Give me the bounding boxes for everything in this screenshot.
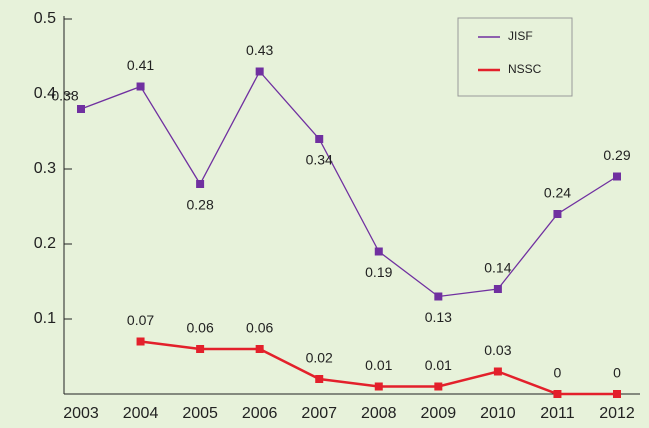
point <box>136 82 145 91</box>
point <box>315 375 324 383</box>
x-tick-label: 2012 <box>599 405 635 422</box>
point <box>196 345 205 353</box>
x-tick-label: 2010 <box>480 405 516 422</box>
data-label: 0 <box>613 365 621 381</box>
data-label: 0.01 <box>365 357 392 373</box>
point <box>136 337 145 346</box>
x-tick-label: 2006 <box>242 405 278 422</box>
point <box>434 292 443 301</box>
x-tick-label: 2009 <box>421 405 457 422</box>
point <box>315 135 324 143</box>
point <box>255 67 264 76</box>
data-label: 0.29 <box>603 147 630 163</box>
x-tick-label: 2004 <box>123 405 159 422</box>
data-label: 0.02 <box>306 350 333 366</box>
data-label: 0.34 <box>306 152 333 168</box>
data-label: 0.28 <box>186 197 213 213</box>
legend-label: NSSC <box>508 62 542 76</box>
data-label: 0 <box>554 365 562 381</box>
data-label: 0.13 <box>425 309 452 325</box>
data-label: 0.41 <box>127 57 154 73</box>
data-label: 0.01 <box>425 357 452 373</box>
y-tick-label: 0.2 <box>34 235 56 252</box>
data-label: 0.03 <box>484 342 511 358</box>
point <box>493 367 502 376</box>
y-tick-label: 0.4 <box>34 85 56 102</box>
point <box>613 172 621 181</box>
data-label: 0.43 <box>246 42 273 58</box>
point <box>434 382 443 391</box>
point <box>553 390 562 398</box>
x-tick-label: 2003 <box>63 405 99 422</box>
point <box>553 210 562 218</box>
x-tick-label: 2008 <box>361 405 397 422</box>
data-label: 0.07 <box>127 312 154 328</box>
y-tick-label: 0.5 <box>34 10 56 27</box>
data-label: 0.38 <box>51 88 78 104</box>
point <box>374 382 383 391</box>
x-tick-label: 2011 <box>540 405 575 422</box>
point <box>196 180 205 188</box>
data-label: 0.19 <box>365 264 392 280</box>
data-label: 0.24 <box>544 185 571 201</box>
legend-label: JISF <box>508 29 533 43</box>
point <box>493 285 502 293</box>
data-label: 0.14 <box>484 260 511 276</box>
data-label: 0.06 <box>246 320 273 336</box>
series-line <box>80 70 618 298</box>
point <box>77 105 85 113</box>
x-tick-label: 2005 <box>182 405 218 422</box>
point <box>374 247 383 256</box>
legend-box <box>457 17 573 97</box>
point <box>613 390 621 398</box>
x-tick-label: 2007 <box>301 405 337 422</box>
point <box>255 345 264 353</box>
y-tick-label: 0.1 <box>34 310 56 327</box>
data-label: 0.06 <box>186 320 213 336</box>
y-tick-label: 0.3 <box>34 160 56 177</box>
